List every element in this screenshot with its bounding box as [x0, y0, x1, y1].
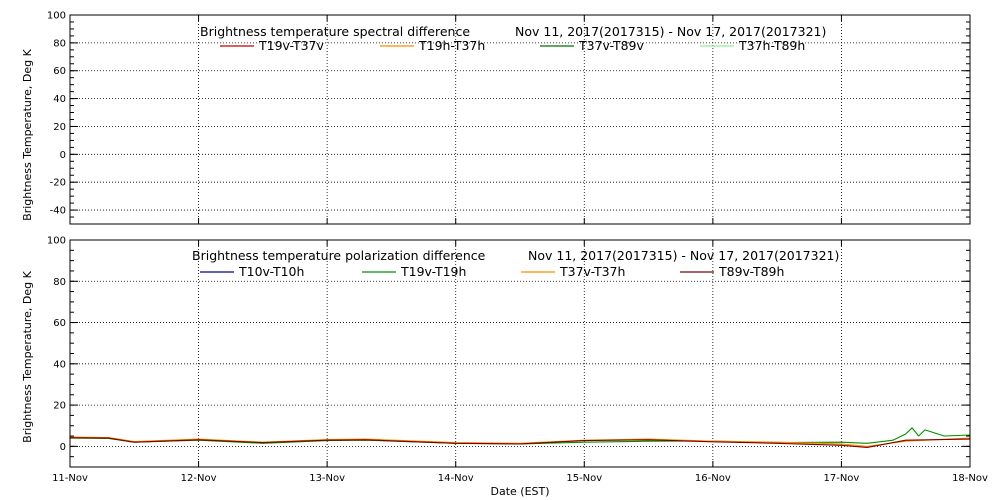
- spectral-axis-ticks: -40 -20 0 20 40 60 80 100: [47, 11, 971, 225]
- spectral-y-axis-title: Brightness Temperature, Deg K: [21, 48, 34, 220]
- polarization-y-tick-label: 20: [53, 401, 66, 412]
- polarization-legend: T10v-T10h T19v-T19h T37v-T37h T89v-T89h: [200, 264, 784, 279]
- spectral-y-tick-label: 0: [60, 150, 66, 161]
- spectral-legend-label-t37v-t89v: T37v-T89v: [578, 38, 645, 53]
- spectral-y-tick-label: 80: [53, 38, 66, 49]
- polarization-x-tick-label: 17-Nov: [823, 473, 859, 484]
- x-axis-title: Date (EST): [490, 485, 549, 498]
- spectral-y-tick-label: 40: [53, 94, 66, 105]
- polarization-y-tick-label: 0: [60, 442, 66, 453]
- polarization-date-range: Nov 11, 2017(2017315) - Nov 17, 2017(201…: [528, 248, 839, 263]
- polarization-x-tick-label: 18-Nov: [952, 473, 988, 484]
- polarization-panel: 0 20 40 60 80 100 11-Nov 12-Nov 13-Nov 14-Nov 15-N…: [21, 236, 988, 499]
- polarization-x-tick-label: 15-Nov: [566, 473, 602, 484]
- polarization-series-line-t89v-t89h: [69, 437, 971, 448]
- spectral-y-tick-label: -40: [50, 206, 66, 217]
- polarization-chart-title: Brightness temperature polarization diff…: [192, 248, 486, 263]
- polarization-x-tick-label: 13-Nov: [309, 473, 345, 484]
- polarization-axis-ticks: 0 20 40 60 80 100 11-Nov 12-Nov 13-Nov 14-Nov 15-N…: [47, 236, 988, 485]
- polarization-legend-label-t10v-t10h: T10v-T10h: [238, 264, 304, 279]
- spectral-legend-label-t19v-t37v: T19v-T37v: [258, 38, 325, 53]
- polarization-x-tick-label: 16-Nov: [695, 473, 731, 484]
- polarization-series: [69, 427, 971, 448]
- polarization-series-line-t37v-t37h: [69, 436, 971, 447]
- spectral-date-range: Nov 11, 2017(2017315) - Nov 17, 2017(201…: [515, 24, 826, 39]
- polarization-gridlines: [70, 240, 970, 467]
- polarization-x-tick-label: 12-Nov: [181, 473, 217, 484]
- spectral-y-tick-label: 100: [47, 11, 66, 22]
- spectral-gridlines: [70, 15, 970, 224]
- polarization-x-tick-label: 11-Nov: [52, 473, 88, 484]
- spectral-legend-label-t19h-t37h: T19h-T37h: [418, 38, 485, 53]
- polarization-x-tick-label: 14-Nov: [438, 473, 474, 484]
- polarization-y-tick-label: 100: [47, 236, 66, 247]
- spectral-chart-title: Brightness temperature spectral differen…: [200, 24, 470, 39]
- polarization-y-tick-label: 80: [53, 277, 66, 288]
- spectral-panel: -40 -20 0 20 40 60 80 100 Brightness temperatur…: [21, 11, 971, 225]
- spectral-y-tick-label: -20: [50, 178, 66, 189]
- polarization-legend-label-t37v-t37h: T37v-T37h: [559, 264, 625, 279]
- polarization-legend-label-t19v-t19h: T19v-T19h: [400, 264, 466, 279]
- polarization-y-axis-title: Brightness Temperature, Deg K: [21, 270, 34, 442]
- polarization-y-tick-label: 60: [53, 318, 66, 329]
- spectral-y-tick-label: 60: [53, 66, 66, 77]
- polarization-y-tick-label: 40: [53, 359, 66, 370]
- spectral-y-tick-label: 20: [53, 122, 66, 133]
- spectral-legend-label-t37h-t89h: T37h-T89h: [738, 38, 805, 53]
- spectral-legend: T19v-T37v T19h-T37h T37v-T89v T37h-T89h: [220, 38, 805, 53]
- polarization-legend-label-t89v-t89h: T89v-T89h: [718, 264, 784, 279]
